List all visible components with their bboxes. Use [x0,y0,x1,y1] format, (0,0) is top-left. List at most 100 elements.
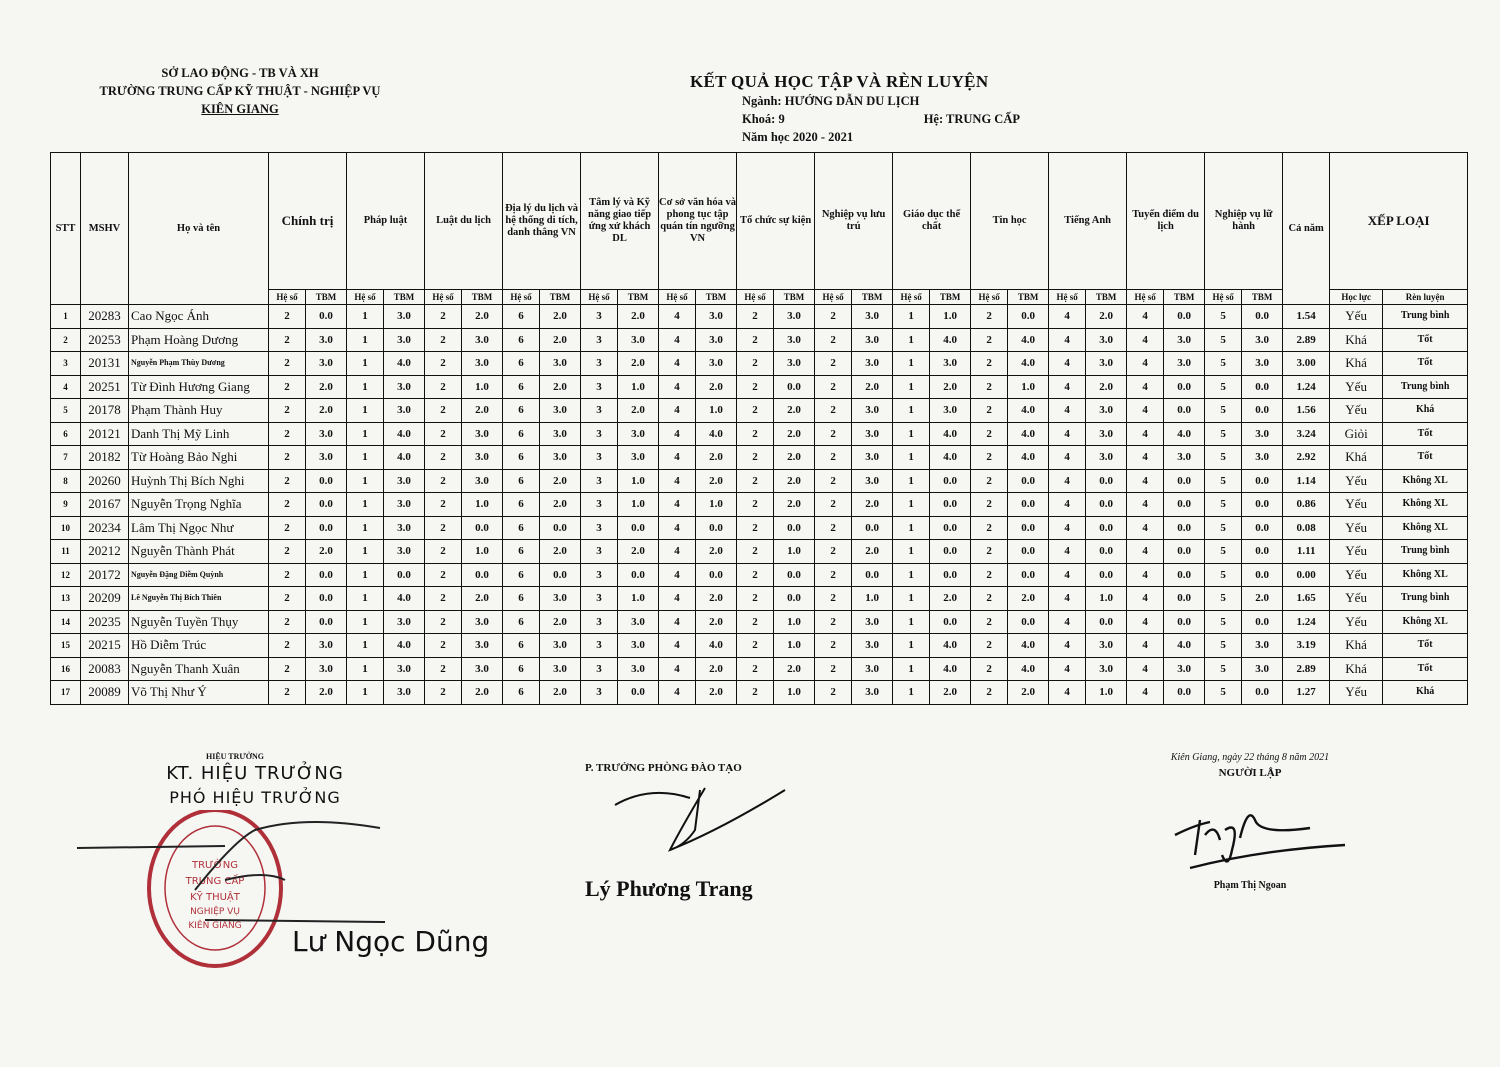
cell-year-avg: 3.19 [1282,633,1331,658]
cell-heso: 2 [424,468,463,493]
cell-tbm: 3.0 [851,609,894,634]
cell-heso: 2 [268,374,306,399]
cell-heso: 3 [580,633,619,658]
cell-heso: 3 [580,562,619,587]
cell-year-avg: 1.24 [1282,374,1331,399]
school-year: Năm học 2020 - 2021 [742,130,854,144]
cell-heso: 2 [970,609,1009,634]
cell-tbm: 4.0 [1163,421,1206,446]
cell-heso: 4 [1048,445,1087,470]
subheader-tbm: TBM [382,289,426,305]
cell-academic: Yếu [1329,562,1384,587]
cell-heso: 4 [658,539,697,564]
cell-heso: 2 [424,374,463,399]
subheader-tbm: TBM [539,289,582,305]
svg-text:TRƯỜNG: TRƯỜNG [191,858,238,871]
cell-mshv: 20121 [80,421,129,446]
cell-heso: 4 [1048,351,1087,376]
cell-tbm: 2.0 [539,539,582,564]
cell-heso: 2 [424,327,463,352]
table-row: 1 20283 Cao Ngọc Ánh 2 0.0 1 3.0 2 2.0 6 2.0 3 2.0 4 3… [50,304,1469,329]
cell-mshv: 20083 [80,656,129,681]
cell-heso: 6 [502,586,541,611]
cell-tbm: 3.0 [851,680,894,705]
cell-heso: 2 [814,633,853,658]
cell-heso: 2 [268,515,306,540]
cell-heso: 1 [892,633,931,658]
cell-stt: 1 [50,304,81,329]
cell-conduct: Không XL [1382,609,1469,634]
cell-tbm: 3.0 [305,633,347,658]
cell-tbm: 3.0 [305,656,347,681]
cell-tbm: 3.0 [1241,327,1284,352]
cell-mshv: 20283 [80,304,129,329]
cell-heso: 1 [892,304,931,329]
cell-tbm: 3.0 [1241,445,1284,470]
cell-tbm: 0.0 [1163,374,1206,399]
cell-heso: 4 [658,304,697,329]
course: Khoá: 9 [742,112,785,126]
cell-heso: 2 [814,468,853,493]
cell-tbm: 3.0 [461,656,504,681]
cell-heso: 2 [268,327,306,352]
cell-heso: 2 [736,304,775,329]
cell-tbm: 2.0 [539,327,582,352]
cell-tbm: 3.0 [851,398,894,423]
cell-heso: 4 [1048,539,1087,564]
cell-tbm: 2.0 [539,680,582,705]
cell-heso: 2 [736,351,775,376]
preparer-signature [1174,814,1346,870]
cell-tbm: 2.0 [539,609,582,634]
official-stamp: TRƯỜNG TRUNG CẤP KỸ THUẬT NGHIỆP VỤ KIÊN… [76,810,386,968]
cell-mshv: 20212 [80,539,129,564]
cell-heso: 3 [580,539,619,564]
results-table: STT MSHV Họ và tên Chính trị Pháp luật Luật d… [50,152,1469,705]
cell-tbm: 2.0 [929,374,972,399]
cell-tbm: 0.0 [1241,609,1284,634]
svg-text:KỸ THUẬT: KỸ THUẬT [190,890,241,903]
table-row: 13 20209 Lê Nguyễn Thị Bích Thiên 2 0.0 1 4.0 2… [50,586,1469,611]
cell-tbm: 0.0 [617,562,660,587]
cell-tbm: 0.0 [1085,562,1128,587]
cell-heso: 4 [1126,327,1165,352]
cell-heso: 2 [814,304,853,329]
cell-tbm: 1.0 [617,492,660,517]
cell-name: Danh Thị Mỹ Linh [128,421,269,446]
cell-heso: 4 [1126,656,1165,681]
cell-heso: 2 [268,680,306,705]
subheader-tbm: TBM [1163,289,1206,305]
cell-tbm: 3.0 [461,421,504,446]
cell-tbm: 3.0 [539,351,582,376]
cell-tbm: 0.0 [1163,680,1206,705]
cell-heso: 4 [1126,398,1165,423]
subheader-tbm: TBM [1007,289,1050,305]
org-ministry: SỞ LAO ĐỘNG - TB VÀ XH [161,66,319,80]
cell-heso: 5 [1204,562,1243,587]
cell-year-avg: 1.27 [1282,680,1331,705]
cell-tbm: 3.0 [617,445,660,470]
cell-heso: 5 [1204,351,1243,376]
cell-tbm: 3.0 [617,633,660,658]
cell-tbm: 4.0 [1007,445,1050,470]
cell-heso: 2 [424,680,463,705]
cell-heso: 3 [580,609,619,634]
header-name: Họ và tên [128,152,269,305]
cell-tbm: 4.0 [929,633,972,658]
cell-stt: 8 [50,468,81,493]
cell-heso: 1 [892,609,931,634]
cell-tbm: 1.0 [773,680,816,705]
cell-tbm: 0.0 [461,562,504,587]
cell-heso: 2 [970,468,1009,493]
cell-heso: 6 [502,304,541,329]
cell-tbm: 1.0 [461,374,504,399]
cell-heso: 2 [268,421,306,446]
cell-heso: 4 [1126,609,1165,634]
cell-tbm: 3.0 [461,327,504,352]
cell-heso: 5 [1204,304,1243,329]
cell-heso: 4 [1048,492,1087,517]
cell-tbm: 2.0 [773,398,816,423]
cell-name: Nguyễn Đặng Diễm Quỳnh [128,562,269,587]
cell-tbm: 3.0 [1085,633,1128,658]
cell-stt: 15 [50,633,81,658]
cell-heso: 3 [580,351,619,376]
